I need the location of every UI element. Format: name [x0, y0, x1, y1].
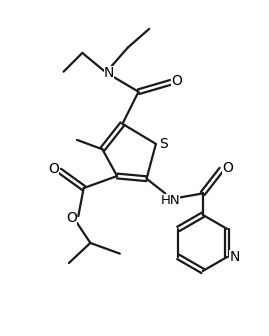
Text: HN: HN — [161, 194, 180, 207]
Text: N: N — [229, 250, 240, 264]
Text: O: O — [171, 74, 182, 88]
Text: N: N — [104, 66, 114, 80]
Text: O: O — [66, 211, 77, 224]
Text: O: O — [48, 162, 59, 176]
Text: S: S — [159, 137, 168, 151]
Text: O: O — [222, 161, 233, 175]
